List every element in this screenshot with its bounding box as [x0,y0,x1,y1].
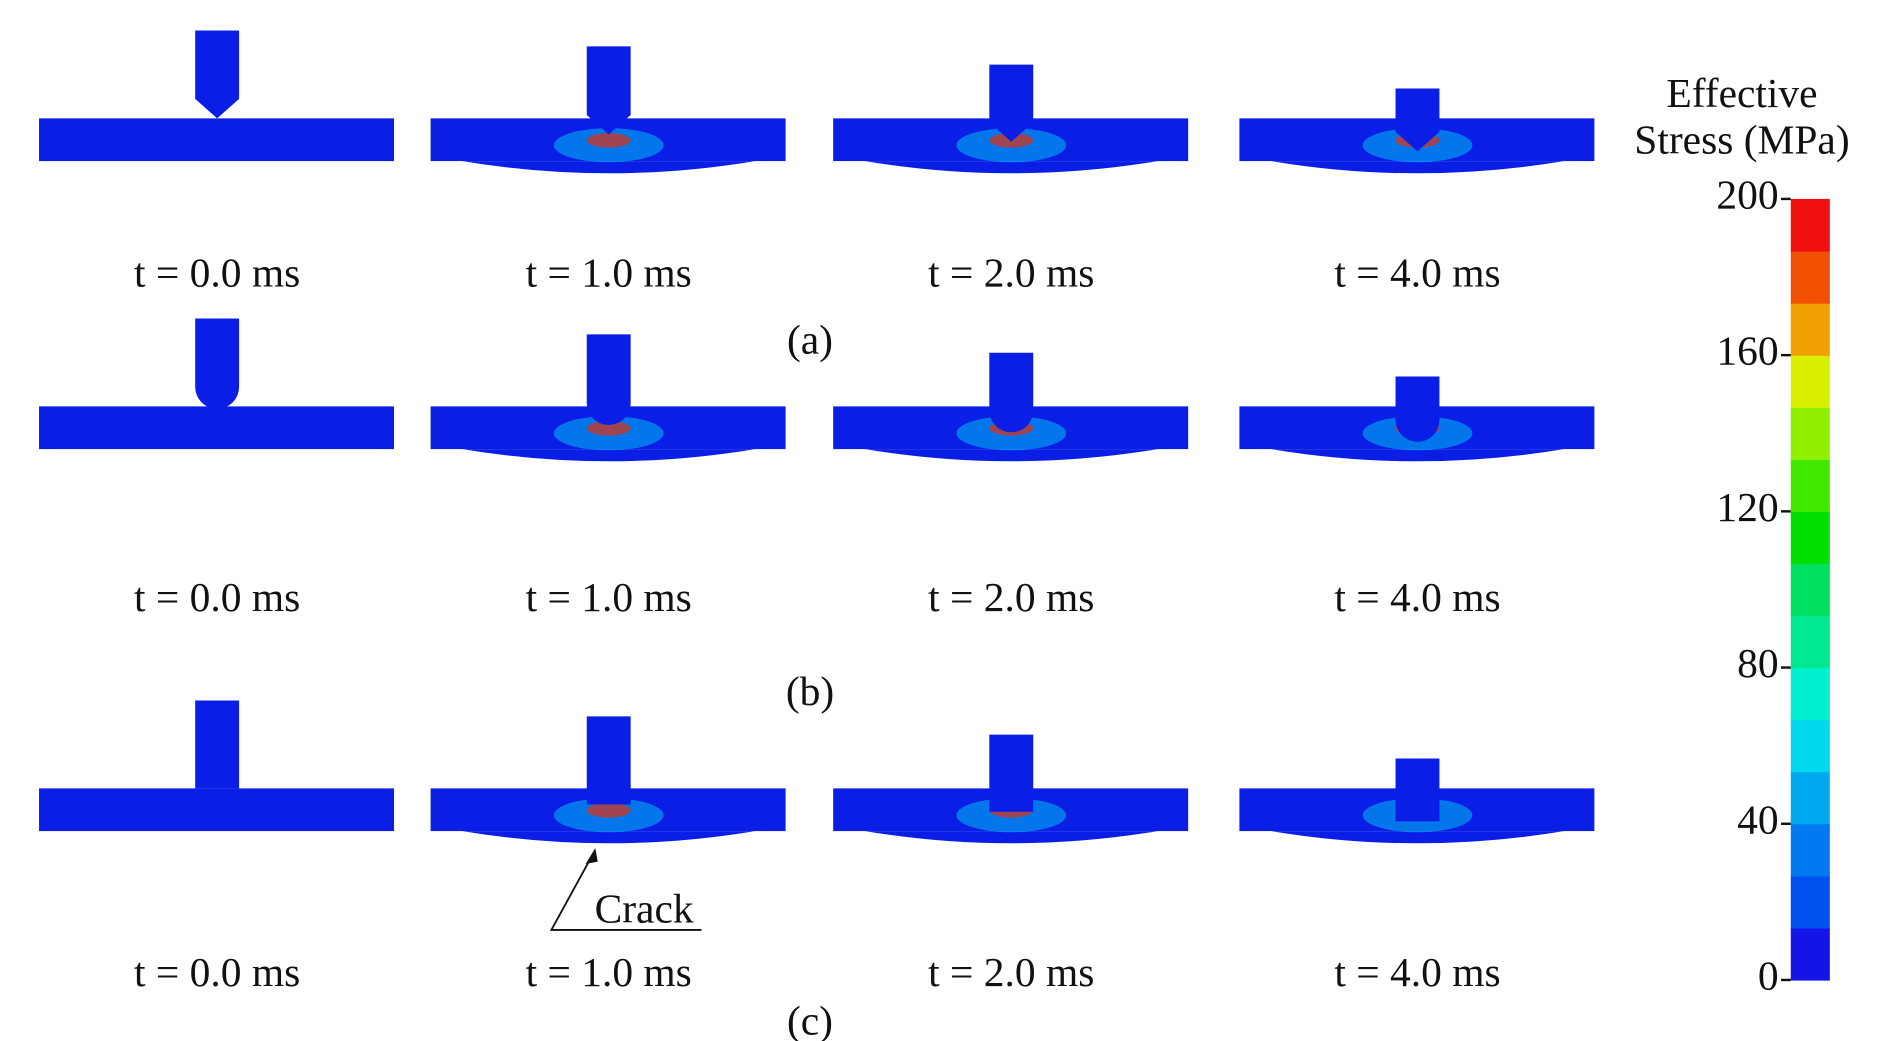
deformation [462,161,755,173]
figure: t = 0.0 ms t = 1.0 ms t = 2.0 ms t = 4.0 ms… [0,0,1903,1041]
colorbar-tick-label: 120 [1716,484,1778,530]
deformation [865,831,1158,843]
projectile [1396,376,1440,441]
colorbar-band [1791,928,1830,981]
colorbar-band [1791,563,1830,616]
colorbar-band [1791,876,1830,929]
colorbar-tick-label: 160 [1716,328,1778,374]
panel-label: (b) [786,668,834,715]
deformation [1271,449,1564,461]
time-label: t = 4.0 ms [1334,250,1500,296]
deformation [1271,161,1564,173]
time-label: t = 0.0 ms [134,574,300,620]
projectile [195,701,239,789]
colorbar-band [1791,615,1830,668]
colorbar-band [1791,459,1830,512]
colorbar-band [1791,251,1830,304]
deformation [865,161,1158,173]
plate [39,406,394,449]
arrow-head [586,848,598,864]
projectile [587,716,631,804]
colorbar-band [1791,720,1830,773]
projectile [1396,758,1440,821]
time-label: t = 2.0 ms [928,574,1094,620]
projectile [989,735,1033,812]
colorbar-title: Stress (MPa) [1634,117,1849,164]
colorbar-band [1791,355,1830,408]
deformation [865,449,1158,461]
colorbar-band [1791,407,1830,460]
time-label: t = 2.0 ms [928,250,1094,296]
deformation [462,449,755,461]
colorbar-band [1791,199,1830,252]
time-label: t = 4.0 ms [1334,574,1500,620]
colorbar-band [1791,511,1830,564]
panel-label: (c) [787,998,833,1041]
plate [39,118,394,161]
annotation: Crack [595,885,694,931]
time-label: t = 2.0 ms [928,949,1094,995]
colorbar-tick-label: 0 [1758,952,1779,998]
projectile [989,353,1033,433]
colorbar-band [1791,303,1830,356]
deformation [462,831,755,843]
colorbar-title: Effective [1666,70,1817,116]
time-label: t = 4.0 ms [1334,949,1500,995]
panel-label: (a) [787,317,833,364]
time-label: t = 0.0 ms [134,949,300,995]
time-label: t = 1.0 ms [526,574,692,620]
projectile [195,31,239,119]
stress-zone [587,803,631,818]
time-label: t = 1.0 ms [526,250,692,296]
colorbar-band [1791,824,1830,877]
plate [39,788,394,831]
colorbar-band [1791,772,1830,825]
projectile [587,334,631,425]
time-label: t = 1.0 ms [526,949,692,995]
colorbar-tick-label: 80 [1737,640,1778,686]
colorbar-tick-label: 200 [1716,171,1778,217]
deformation [1271,831,1564,843]
colorbar-tick-label: 40 [1737,796,1778,842]
projectile [195,319,239,409]
time-label: t = 0.0 ms [134,250,300,296]
colorbar-band [1791,668,1830,721]
stress-zone [587,133,631,148]
